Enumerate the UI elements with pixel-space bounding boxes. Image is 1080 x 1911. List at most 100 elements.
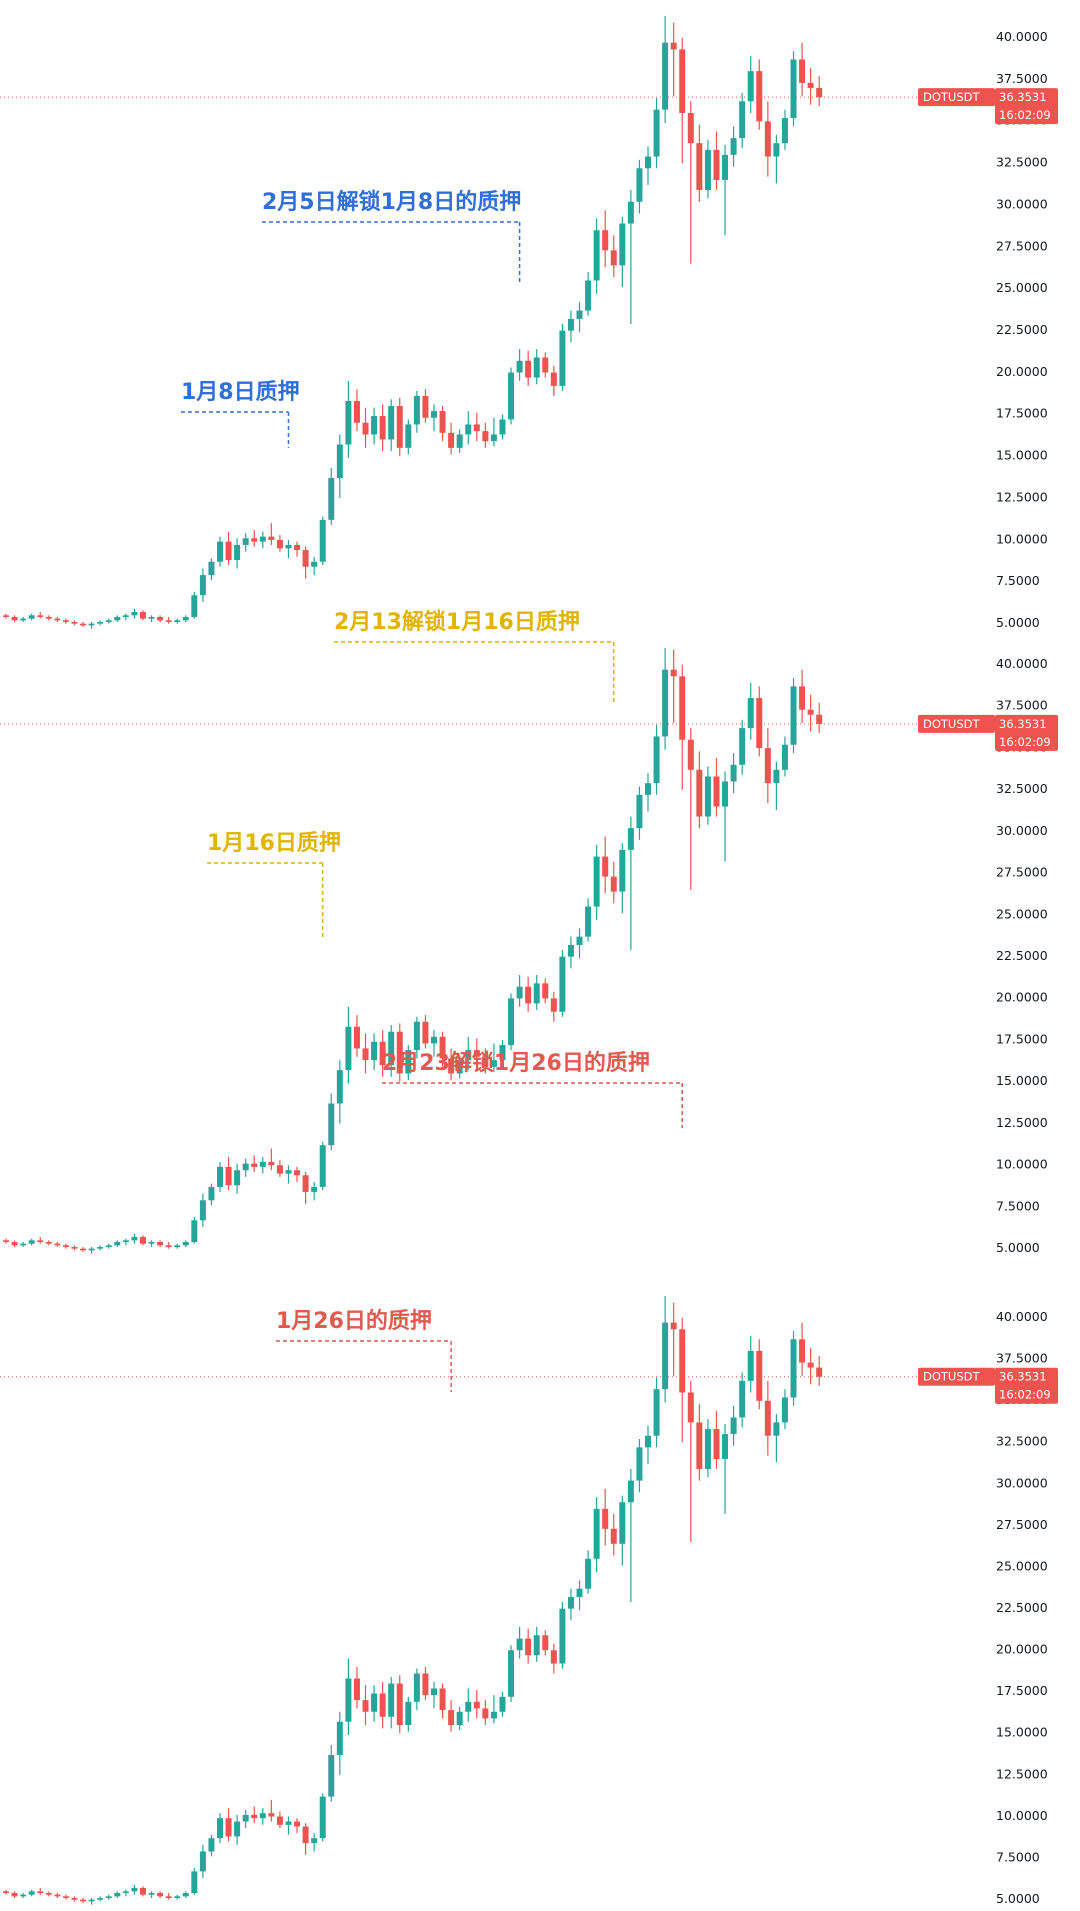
candle-body (781, 1397, 788, 1423)
candle-body (71, 1898, 78, 1900)
y-axis-tick-label: 5.0000 (996, 1240, 1040, 1255)
candle-body (490, 434, 497, 442)
candle-body (713, 1429, 720, 1460)
candle-body (679, 1329, 686, 1393)
candle-body (645, 783, 651, 795)
candle-body (80, 623, 87, 626)
candle-body (362, 1048, 369, 1061)
candle-body (191, 1220, 198, 1242)
candle-body (131, 611, 138, 616)
candle-body (234, 544, 241, 561)
candle-body (764, 748, 771, 784)
candle-body (336, 1070, 343, 1104)
candle-body (311, 1838, 318, 1844)
candle-body (456, 1711, 463, 1726)
candle-body (645, 1435, 651, 1448)
candle-body (336, 444, 343, 479)
candle-body (88, 1248, 95, 1251)
candle-body (585, 906, 592, 937)
candle-body (199, 1200, 206, 1221)
candle-body (3, 1891, 9, 1894)
candle-body (379, 1693, 386, 1717)
y-axis-tick-label: 30.0000 (996, 196, 1048, 211)
candle-body (362, 1700, 369, 1712)
candle-body (627, 201, 634, 224)
candle-body (191, 595, 198, 617)
candle-body (482, 431, 489, 442)
candle-body (722, 154, 729, 180)
candle-body (448, 1710, 455, 1726)
price-tag (995, 714, 1058, 751)
candle-body (687, 1392, 694, 1423)
candle-body (217, 1166, 223, 1187)
candle-body (525, 360, 532, 378)
candle-body (704, 776, 711, 817)
candle-body (747, 1350, 754, 1381)
time-label: 16:02:09 (999, 108, 1051, 122)
candle-body (542, 357, 549, 373)
candle-body (37, 1240, 44, 1242)
y-axis-tick-label: 20.0000 (996, 1642, 1048, 1657)
candle-body (88, 1899, 95, 1902)
candle-body (807, 709, 814, 715)
candle-body (747, 71, 754, 102)
candle-body (251, 1163, 258, 1167)
candle-body (165, 620, 172, 622)
candle-body (747, 698, 754, 729)
candle-body (311, 1186, 318, 1192)
candle-body (799, 1339, 806, 1363)
candle-body (448, 1058, 455, 1074)
candle-body (730, 764, 737, 782)
candle-body (696, 769, 703, 817)
candle-body (645, 156, 651, 169)
candle-body (388, 1031, 395, 1066)
candle-body (627, 1480, 634, 1503)
candle-body (174, 1245, 181, 1247)
candle-body (182, 1241, 189, 1246)
candle-body (508, 1650, 515, 1697)
candle-body (405, 424, 412, 448)
candle-body (593, 230, 600, 281)
candle-body (268, 1161, 275, 1166)
symbol-label: DOTUSDT (923, 717, 981, 731)
candle-body (165, 1245, 172, 1247)
candle-body (62, 1245, 69, 1247)
candle-body (328, 1103, 335, 1146)
y-axis-tick-label: 7.5000 (996, 1198, 1040, 1213)
candle-body (499, 1696, 506, 1712)
candle-body (234, 1821, 241, 1837)
candle-body (45, 1893, 52, 1895)
candle-body (285, 1821, 292, 1825)
candle-body (773, 143, 780, 157)
candle-body (396, 406, 403, 448)
candle-body (508, 372, 515, 420)
candle-body (174, 620, 181, 622)
candle-body (610, 876, 617, 892)
y-axis-tick-label: 37.5000 (996, 1351, 1048, 1366)
candle-body (114, 616, 121, 621)
candle-body (302, 550, 309, 567)
candle-body (567, 944, 574, 957)
candle-body (550, 998, 557, 1012)
candle-body (585, 1558, 592, 1589)
candle-body (550, 1650, 557, 1664)
candle-body (456, 1060, 463, 1074)
candle-body (764, 121, 771, 157)
candle-body (756, 71, 763, 122)
symbol-label: DOTUSDT (923, 90, 981, 104)
candle-body (114, 1241, 121, 1246)
symbol-tag (918, 88, 995, 107)
candle-body (396, 1683, 403, 1726)
candle-body (345, 1678, 352, 1722)
candle-body (371, 416, 378, 435)
candle-body (636, 168, 643, 202)
candle-body (413, 395, 420, 425)
candle-body (319, 1796, 326, 1839)
candle-body (696, 143, 703, 191)
candle-body (157, 616, 164, 621)
candle-body (619, 849, 626, 892)
candle-body (739, 1380, 746, 1418)
candle-body (105, 1245, 112, 1247)
candle-body (54, 1894, 61, 1897)
